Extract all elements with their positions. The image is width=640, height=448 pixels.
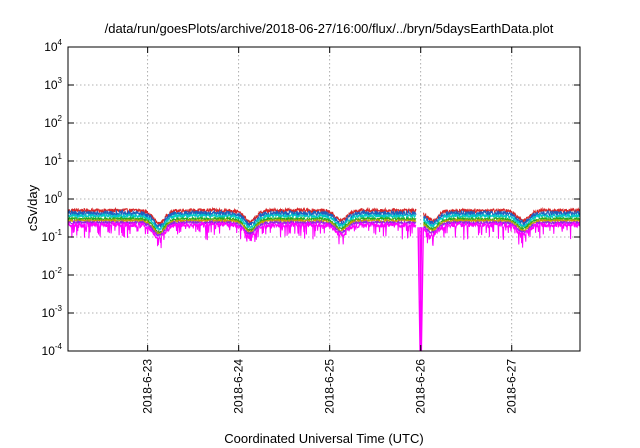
ticks: 10-4 10-3 10-2 10-1 100 101 102 103 104 2018-6-23… [42,38,580,414]
x-tick-label: 2018-6-24 [232,359,246,414]
y-tick-label: 100 [44,190,62,206]
x-axis-label: Coordinated Universal Time (UTC) [224,431,423,446]
x-tick-label: 2018-6-23 [141,359,155,414]
y-tick-label: 102 [44,114,62,130]
y-tick-label: 10-3 [42,304,63,320]
x-tick-label: 2018-6-27 [505,359,519,414]
y-tick-label: 10-4 [42,342,63,358]
series-line [67,219,581,237]
x-tick-label: 2018-6-25 [323,359,337,414]
grid [68,47,580,351]
series-line [67,212,581,232]
y-tick-label: 10-1 [42,228,63,244]
y-tick-label: 103 [44,76,62,92]
y-tick-label: 10-2 [42,266,63,282]
x-tick-label: 2018-6-26 [414,359,428,414]
y-tick-label: 101 [44,152,62,168]
y-axis-label: cSv/day [25,184,40,231]
chart-title: /data/run/goesPlots/archive/2018-06-27/1… [105,21,554,36]
series-line [67,217,581,236]
series-line [67,220,581,249]
series-gap-spike [417,227,425,352]
series-layer [67,206,581,352]
y-tick-label: 104 [44,38,62,54]
